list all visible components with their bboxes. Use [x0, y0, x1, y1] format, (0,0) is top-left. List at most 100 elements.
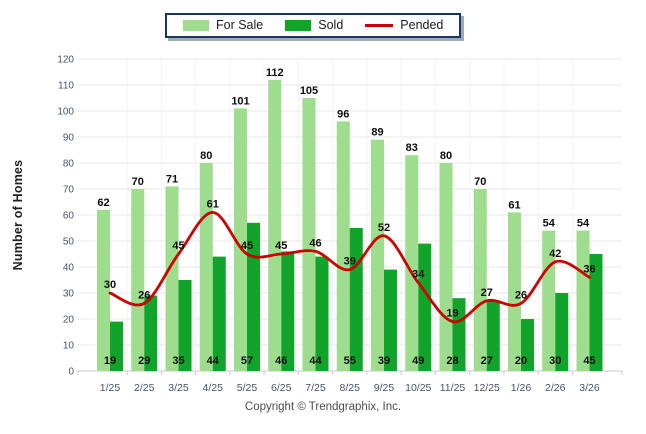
- svg-text:26: 26: [138, 289, 150, 301]
- bar: [589, 254, 603, 371]
- svg-text:39: 39: [378, 355, 390, 367]
- svg-text:44: 44: [207, 355, 220, 367]
- svg-text:4/25: 4/25: [203, 382, 224, 394]
- bars-sold: [110, 222, 603, 371]
- svg-text:101: 101: [231, 95, 249, 107]
- svg-text:90: 90: [63, 133, 75, 144]
- svg-text:3/26: 3/26: [579, 382, 600, 394]
- bar: [486, 300, 500, 371]
- svg-text:1/25: 1/25: [100, 382, 121, 394]
- svg-text:35: 35: [172, 355, 184, 367]
- svg-text:20: 20: [63, 315, 75, 326]
- bar: [268, 79, 282, 372]
- svg-text:20: 20: [515, 355, 527, 367]
- svg-text:27: 27: [481, 355, 493, 367]
- svg-text:45: 45: [583, 355, 595, 367]
- svg-text:9/25: 9/25: [374, 382, 395, 394]
- svg-text:19: 19: [104, 355, 116, 367]
- svg-text:80: 80: [200, 150, 212, 162]
- svg-text:40: 40: [63, 263, 75, 274]
- svg-text:34: 34: [412, 269, 425, 281]
- bars-for-sale: [97, 79, 590, 372]
- pended-line-swatch-icon: [365, 24, 394, 27]
- bar: [281, 251, 295, 371]
- value-labels: 62 70 71 80 101 112 105 96 89 83 80 70 61 54 54 19 29 35 4…: [97, 67, 595, 367]
- svg-text:46: 46: [275, 355, 287, 367]
- svg-text:45: 45: [275, 240, 287, 252]
- bar: [371, 139, 384, 371]
- svg-text:2/26: 2/26: [545, 382, 566, 394]
- svg-text:70: 70: [474, 176, 486, 188]
- svg-text:7/25: 7/25: [305, 382, 326, 394]
- svg-text:39: 39: [344, 256, 356, 268]
- svg-text:52: 52: [378, 222, 390, 234]
- svg-text:0: 0: [68, 367, 74, 378]
- bar: [110, 321, 123, 371]
- svg-text:10: 10: [63, 341, 75, 352]
- svg-text:55: 55: [344, 355, 356, 367]
- bar: [418, 243, 432, 371]
- svg-text:50: 50: [63, 237, 75, 248]
- svg-text:96: 96: [337, 108, 349, 120]
- svg-text:44: 44: [309, 355, 322, 367]
- legend-item-for-sale: For Sale: [183, 19, 263, 32]
- svg-text:3/25: 3/25: [168, 382, 189, 394]
- bar: [439, 163, 453, 371]
- bar: [405, 155, 419, 371]
- svg-text:80: 80: [440, 150, 452, 162]
- bar: [247, 222, 260, 371]
- pended-line: [108, 210, 591, 324]
- svg-text:57: 57: [241, 355, 253, 367]
- svg-text:45: 45: [241, 240, 253, 252]
- svg-text:112: 112: [266, 67, 284, 79]
- svg-text:1/26: 1/26: [511, 382, 532, 394]
- svg-text:62: 62: [97, 197, 109, 209]
- svg-text:100: 100: [57, 107, 74, 118]
- bar: [212, 256, 226, 371]
- bar: [349, 228, 363, 371]
- bar: [452, 298, 466, 371]
- svg-text:27: 27: [481, 287, 493, 299]
- svg-text:70: 70: [132, 176, 144, 188]
- svg-text:6/25: 6/25: [271, 382, 292, 394]
- svg-text:12/25: 12/25: [474, 382, 500, 394]
- svg-text:54: 54: [543, 218, 556, 230]
- svg-text:30: 30: [549, 355, 561, 367]
- svg-text:29: 29: [138, 355, 150, 367]
- svg-text:28: 28: [446, 355, 458, 367]
- svg-text:120: 120: [57, 55, 74, 66]
- bar: [521, 319, 534, 371]
- svg-text:45: 45: [172, 240, 184, 252]
- x-axis-tick-labels: 1/25 2/25 3/25 4/25 5/25 6/25 7/25 8/25 9/25 10/2…: [100, 382, 600, 394]
- bar: [165, 186, 179, 371]
- svg-text:60: 60: [63, 211, 75, 222]
- svg-text:36: 36: [583, 263, 595, 275]
- bar: [576, 230, 590, 371]
- bar: [178, 280, 192, 371]
- svg-text:11/25: 11/25: [440, 382, 466, 394]
- svg-text:89: 89: [371, 127, 383, 139]
- svg-text:30: 30: [63, 289, 75, 300]
- svg-text:83: 83: [406, 142, 418, 154]
- svg-text:49: 49: [412, 355, 424, 367]
- svg-text:54: 54: [577, 218, 590, 230]
- svg-text:46: 46: [309, 237, 321, 249]
- bar: [336, 121, 350, 372]
- svg-text:70: 70: [63, 185, 75, 196]
- chart-legend: For Sale Sold Pended: [165, 13, 462, 38]
- svg-text:19: 19: [446, 308, 458, 320]
- bar: [97, 209, 110, 371]
- for-sale-swatch-icon: [183, 20, 209, 31]
- sold-swatch-icon: [285, 20, 312, 31]
- svg-text:8/25: 8/25: [340, 382, 361, 394]
- bar: [234, 108, 247, 372]
- bar: [199, 163, 213, 371]
- legend-item-pended: Pended: [365, 19, 443, 32]
- svg-text:71: 71: [166, 173, 178, 185]
- legend-label-for-sale: For Sale: [216, 18, 264, 33]
- y-axis-tick-labels: 0 10 20 30 40 50 60 70 80 90 100 110 120: [57, 55, 74, 378]
- svg-text:26: 26: [515, 289, 527, 301]
- bar: [302, 98, 316, 371]
